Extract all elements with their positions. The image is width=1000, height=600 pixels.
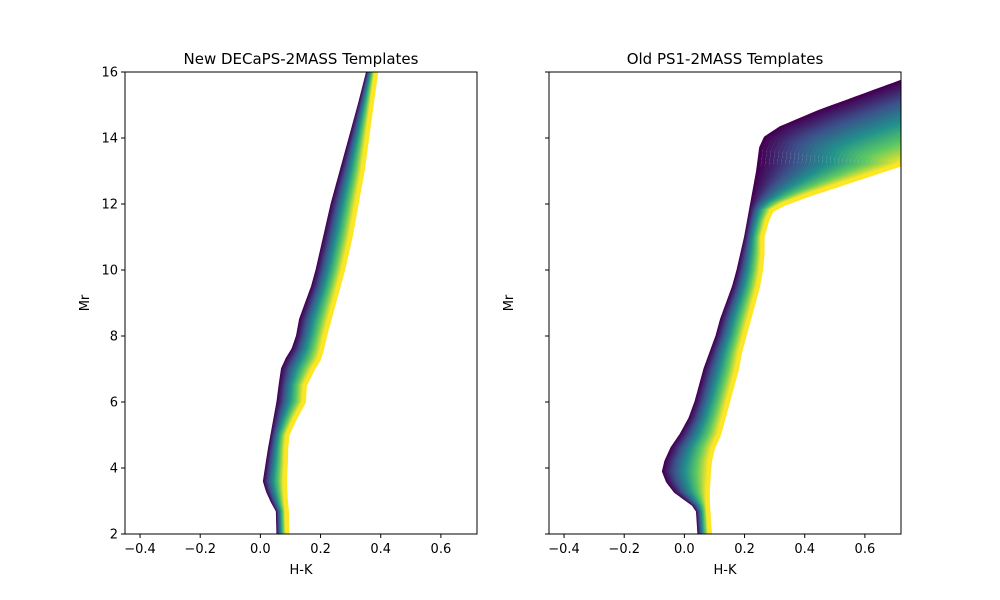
x-tick-label: 0.2 bbox=[734, 542, 755, 557]
x-axis-label: H-K bbox=[290, 563, 313, 578]
panel-2: −0.4 −0.2 0.0 0.2 0.4 0.6 Old PS1-2MASS Templa… bbox=[502, 50, 902, 578]
template-band-2 bbox=[661, 80, 901, 534]
x-tick-label: 0.4 bbox=[794, 542, 815, 557]
y-tick-label: 8 bbox=[110, 330, 118, 345]
panel-1: −0.4 −0.2 0.0 0.2 0.4 0.6 2 4 6 8 10 12 14 16 New DECa… bbox=[78, 50, 478, 578]
x-tick-label: 0.0 bbox=[250, 542, 271, 557]
y-tick-label: 2 bbox=[110, 528, 118, 543]
x-tick-label: −0.2 bbox=[608, 542, 640, 557]
axes-frame bbox=[124, 71, 478, 535]
panel-title: Old PS1-2MASS Templates bbox=[627, 50, 824, 68]
y-tick-label: 6 bbox=[110, 396, 118, 411]
y-tick-label: 12 bbox=[101, 198, 118, 213]
x-axis-label: H-K bbox=[714, 563, 737, 578]
template-curve bbox=[705, 162, 901, 534]
template-curve bbox=[283, 72, 379, 534]
panel-title: New DECaPS-2MASS Templates bbox=[184, 50, 419, 68]
x-tick-label: 0.4 bbox=[370, 542, 391, 557]
x-tick-label: −0.2 bbox=[184, 542, 216, 557]
x-tick-label: −0.4 bbox=[124, 542, 156, 557]
y-tick-label: 14 bbox=[101, 132, 118, 147]
y-tick-label: 10 bbox=[101, 264, 118, 279]
y-axis-label: Mr bbox=[502, 294, 517, 311]
x-tick-label: 0.2 bbox=[310, 542, 331, 557]
axes-frame bbox=[548, 71, 902, 535]
x-tick-label: 0.6 bbox=[431, 542, 452, 557]
x-tick-label: 0.6 bbox=[855, 542, 876, 557]
y-tick-label: 4 bbox=[110, 462, 118, 477]
x-tick-label: 0.0 bbox=[674, 542, 695, 557]
y-tick-label: 16 bbox=[101, 66, 118, 81]
template-band-1 bbox=[262, 72, 379, 534]
x-tick-label: −0.4 bbox=[548, 542, 580, 557]
y-axis-label: Mr bbox=[78, 294, 93, 311]
